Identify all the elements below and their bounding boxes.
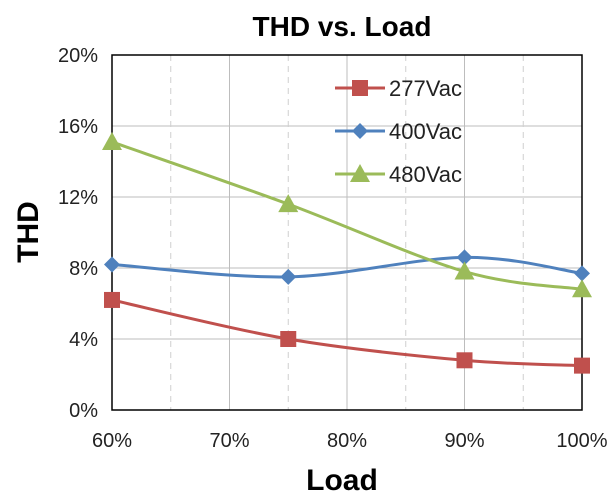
legend-marker	[350, 164, 370, 182]
legend-item-277vac: 277Vac	[335, 76, 462, 101]
legend-label: 400Vac	[389, 119, 462, 144]
legend-item-400vac: 400Vac	[335, 119, 462, 144]
chart-title: THD vs. Load	[253, 11, 432, 42]
legend-marker	[352, 80, 368, 96]
y-tick-label: 12%	[58, 187, 98, 209]
data-point-400vac	[574, 265, 590, 282]
legend: 277Vac 400Vac 480Vac	[335, 76, 462, 187]
y-tick-label: 8%	[69, 258, 98, 280]
data-point-400vac	[456, 249, 473, 266]
x-tick-label: 80%	[327, 430, 367, 452]
data-point-480vac	[572, 279, 592, 298]
y-tick-label: 4%	[69, 329, 98, 351]
series-line-400vac	[111, 255, 583, 279]
series-line-277vac	[111, 298, 583, 368]
legend-label: 480Vac	[389, 162, 462, 187]
data-point-277vac	[104, 291, 120, 308]
data-point-480vac	[102, 131, 122, 150]
x-tick-label: 100%	[556, 430, 607, 452]
legend-marker	[352, 123, 368, 139]
y-tick-label: 16%	[58, 116, 98, 138]
plot-frame	[111, 54, 583, 411]
data-point-480vac	[454, 261, 475, 280]
series-277vac	[104, 291, 590, 374]
x-tick-label: 90%	[444, 430, 484, 452]
y-tick-label: 0%	[69, 400, 98, 422]
x-axis-title: Load	[306, 464, 378, 496]
y-tick-label: 20%	[58, 45, 98, 67]
x-tick-label: 70%	[209, 430, 249, 452]
grid-lines	[112, 55, 582, 410]
data-point-277vac	[574, 357, 590, 374]
x-tick-label: 60%	[92, 430, 132, 452]
series-400vac	[104, 249, 590, 285]
data-point-480vac	[278, 194, 299, 213]
data-point-277vac	[456, 352, 473, 369]
series-line-480vac	[111, 140, 583, 291]
legend-label: 277Vac	[389, 76, 462, 101]
x-tick-labels: 60% 70% 80% 90% 100%	[92, 430, 608, 452]
y-tick-labels: 0% 4% 8% 12% 16% 20%	[58, 45, 98, 422]
data-point-400vac	[104, 256, 120, 273]
data-series	[102, 131, 592, 374]
data-point-400vac	[280, 268, 297, 285]
data-point-277vac	[280, 331, 297, 347]
legend-item-480vac: 480Vac	[335, 162, 462, 187]
y-axis-title: THD	[12, 201, 45, 263]
series-480vac	[102, 131, 592, 298]
